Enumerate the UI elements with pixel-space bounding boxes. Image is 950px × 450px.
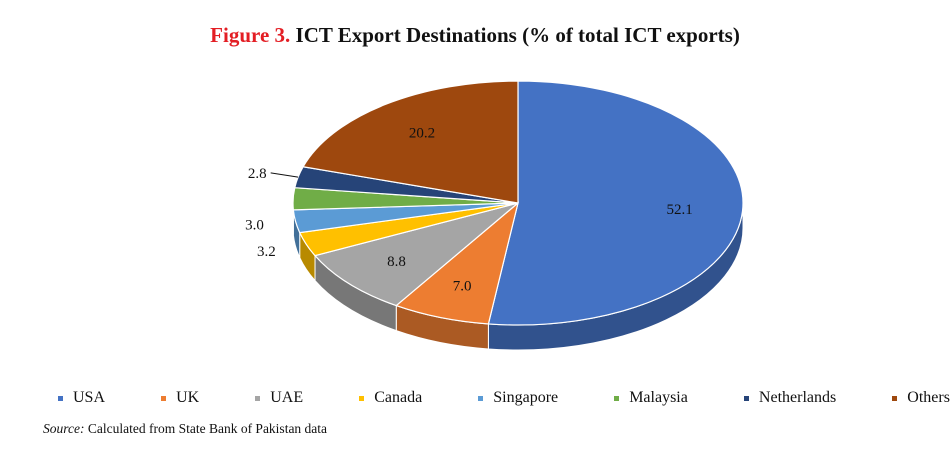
chart-title-prefix: Figure 3. bbox=[210, 23, 291, 47]
chart-title: Figure 3. ICT Export Destinations (% of … bbox=[0, 23, 950, 48]
legend-item-singapore: Singapore bbox=[478, 389, 558, 407]
data-label-canada: 3.2 bbox=[257, 244, 276, 260]
legend-swatch-others bbox=[892, 395, 898, 401]
legend-item-canada: Canada bbox=[359, 389, 422, 407]
legend-label-usa: USA bbox=[73, 389, 106, 406]
legend-item-usa: USA bbox=[58, 389, 105, 407]
source-text: Calculated from State Bank of Pakistan d… bbox=[87, 421, 328, 436]
legend-item-netherlands: Netherlands bbox=[743, 389, 837, 407]
source-note: Source: Calculated from State Bank of Pa… bbox=[43, 421, 327, 437]
legend-label-canada: Canada bbox=[374, 389, 423, 406]
pie-slice-others bbox=[302, 80, 519, 204]
pie-labels: 52.1 7.0 8.8 3.2 3.0 2.8 20.2 bbox=[245, 125, 693, 294]
legend-label-others: Others bbox=[907, 389, 950, 406]
legend-swatch-uae bbox=[255, 395, 261, 401]
data-label-uk: 7.0 bbox=[453, 278, 472, 294]
legend-swatch-canada bbox=[359, 395, 365, 401]
legend-item-others: Others bbox=[892, 389, 950, 407]
data-label-singapore: 3.0 bbox=[245, 217, 264, 233]
source-label: Source: bbox=[43, 421, 85, 436]
data-label-uae: 8.8 bbox=[387, 254, 406, 270]
pie-slice-usa bbox=[487, 80, 744, 326]
legend-item-uae: UAE bbox=[255, 389, 303, 407]
legend-swatch-singapore bbox=[478, 395, 484, 401]
data-label-netherlands: 2.8 bbox=[248, 166, 267, 182]
legend-item-malaysia: Malaysia bbox=[614, 389, 688, 407]
chart-title-text: ICT Export Destinations (% of total ICT … bbox=[295, 23, 740, 47]
legend-swatch-netherlands bbox=[743, 395, 749, 401]
legend-swatch-uk bbox=[161, 395, 167, 401]
legend-label-uae: UAE bbox=[270, 389, 304, 406]
data-label-others: 20.2 bbox=[409, 125, 435, 141]
legend-label-netherlands: Netherlands bbox=[758, 389, 837, 406]
legend-label-singapore: Singapore bbox=[493, 389, 559, 406]
legend-label-malaysia: Malaysia bbox=[629, 389, 688, 406]
legend-swatch-malaysia bbox=[614, 395, 620, 401]
legend-label-uk: UK bbox=[176, 389, 200, 406]
legend-item-uk: UK bbox=[161, 389, 199, 407]
legend-swatch-usa bbox=[58, 395, 63, 401]
pie-slice-uae bbox=[313, 202, 519, 307]
pie-tops bbox=[292, 80, 744, 326]
leader-line-netherlands bbox=[270, 172, 299, 178]
data-label-usa: 52.1 bbox=[667, 202, 693, 218]
chart-legend: USA UK UAE Canada Singapore Malaysia Netherlan… bbox=[58, 389, 950, 407]
